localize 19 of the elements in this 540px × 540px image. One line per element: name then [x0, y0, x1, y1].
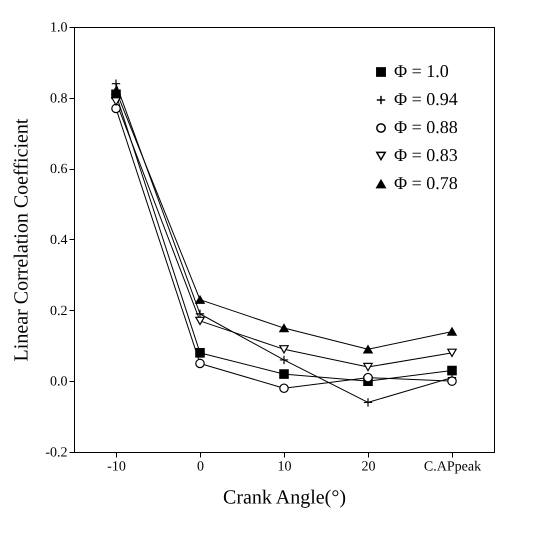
y-tick-label: -0.2: [45, 446, 68, 460]
y-tick-label: 0.2: [50, 304, 68, 319]
legend-label: Φ = 0.78: [394, 173, 458, 193]
x-axis-title: Crank Angle(°): [223, 486, 346, 508]
legend-label: Φ = 0.83: [394, 145, 458, 165]
x-tick-label: C.APpeak: [424, 460, 482, 474]
x-tick-label: -10: [107, 460, 126, 474]
y-tick-label: 0.8: [50, 91, 68, 106]
y-tick-label: 0.6: [50, 162, 68, 178]
x-tick-label: 0: [197, 460, 204, 474]
x-tick-label: 20: [362, 460, 376, 474]
legend-label: Φ = 0.88: [394, 117, 458, 137]
legend-label: Φ = 0.94: [394, 89, 458, 109]
y-tick-label: 1.0: [50, 20, 68, 36]
x-tick-label: 10: [278, 460, 292, 474]
y-tick-label: 0.4: [50, 233, 68, 248]
y-tick-label: 0.0: [50, 374, 68, 390]
legend-label: Φ = 1.0: [394, 61, 449, 81]
y-axis-title: Linear Correlation Coefficient: [10, 118, 32, 362]
